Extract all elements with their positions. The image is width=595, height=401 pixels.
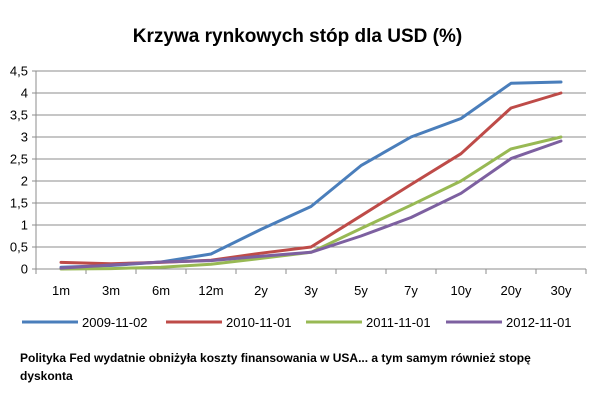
x-tick-label: 1m [52,283,70,298]
y-tick-label: 0 [21,262,28,277]
y-tick-label: 1 [21,218,28,233]
legend-label: 2011-11-01 [366,315,431,330]
y-tick-label: 0,5 [10,240,28,255]
grid [36,70,586,248]
y-tick-label: 3 [21,130,28,145]
series-line-4 [59,139,563,270]
y-tick-label: 4,5 [10,64,28,79]
y-tick-label: 2,5 [10,152,28,167]
y-tick-label: 2 [21,174,28,189]
axes [32,70,587,274]
y-tick-label: 4 [21,86,28,101]
y-tick-label: 3,5 [10,108,28,123]
x-tick-label: 30y [551,283,572,298]
x-tick-label: 2y [254,283,268,298]
legend-label: 2012-11-01 [506,315,572,330]
legend-label: 2010-11-01 [226,315,292,330]
x-tick-label: 3m [102,283,120,298]
x-tick-label: 7y [404,283,418,298]
series-line-2 [59,91,563,266]
y-tick-labels: 0 0,5 1 1,5 2 2,5 3 3,5 4 4,5 [10,64,28,277]
chart-caption: Polityka Fed wydatnie obniżyła koszty fi… [20,351,531,383]
chart-title: Krzywa rynkowych stóp dla USD (%) [132,26,463,47]
legend: 2009-11-02 2010-11-01 2011-11-01 2012-11-01 [22,315,572,330]
x-tick-label: 12m [198,283,223,298]
series-lines [59,80,563,271]
x-tick-label: 10y [451,283,472,298]
x-tick-label: 20y [501,283,522,298]
y-tick-label: 1,5 [10,196,28,211]
x-tick-label: 6m [152,283,170,298]
x-tick-labels: 1m 3m 6m 12m 2y 3y 5y 7y 10y 20y 30y [52,283,572,298]
legend-label: 2009-11-02 [82,315,148,330]
x-tick-label: 3y [304,283,318,298]
x-tick-label: 5y [354,283,368,298]
